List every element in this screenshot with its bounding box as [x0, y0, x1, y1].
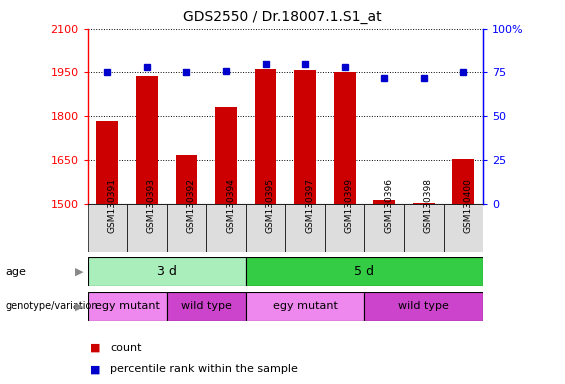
Bar: [364, 292, 483, 321]
Text: 3 d: 3 d: [157, 265, 177, 278]
Bar: [167, 204, 206, 252]
Text: GSM130399: GSM130399: [345, 179, 354, 233]
Text: GSM130396: GSM130396: [384, 179, 393, 233]
Text: ▶: ▶: [75, 301, 84, 311]
Bar: [373, 200, 395, 204]
Text: GSM130391: GSM130391: [107, 179, 116, 233]
Text: count: count: [110, 343, 142, 353]
Text: egy mutant: egy mutant: [273, 301, 337, 311]
Text: genotype/variation: genotype/variation: [6, 301, 98, 311]
Text: GDS2550 / Dr.18007.1.S1_at: GDS2550 / Dr.18007.1.S1_at: [183, 10, 382, 23]
Text: GSM130392: GSM130392: [186, 179, 195, 233]
Text: GSM130398: GSM130398: [424, 179, 433, 233]
Text: GSM130397: GSM130397: [305, 179, 314, 233]
Bar: [285, 204, 325, 252]
Bar: [88, 257, 246, 286]
Bar: [215, 107, 237, 204]
Bar: [246, 257, 483, 286]
Text: ■: ■: [90, 364, 101, 374]
Text: ▶: ▶: [75, 266, 84, 277]
Text: ■: ■: [90, 343, 101, 353]
Bar: [364, 204, 404, 252]
Bar: [404, 204, 444, 252]
Bar: [255, 69, 276, 204]
Bar: [334, 72, 355, 204]
Bar: [88, 292, 167, 321]
Text: 5 d: 5 d: [354, 265, 375, 278]
Text: GSM130395: GSM130395: [266, 179, 275, 233]
Text: egy mutant: egy mutant: [95, 301, 159, 311]
Text: wild type: wild type: [181, 301, 232, 311]
Text: GSM130400: GSM130400: [463, 179, 472, 233]
Bar: [136, 76, 158, 204]
Bar: [246, 292, 364, 321]
Bar: [127, 204, 167, 252]
Text: wild type: wild type: [398, 301, 449, 311]
Bar: [167, 292, 246, 321]
Text: age: age: [6, 266, 27, 277]
Text: percentile rank within the sample: percentile rank within the sample: [110, 364, 298, 374]
Bar: [176, 155, 197, 204]
Bar: [294, 70, 316, 204]
Bar: [444, 204, 483, 252]
Bar: [246, 204, 285, 252]
Bar: [97, 121, 118, 204]
Bar: [88, 204, 127, 252]
Bar: [413, 203, 434, 204]
Text: GSM130393: GSM130393: [147, 179, 156, 233]
Text: GSM130394: GSM130394: [226, 179, 235, 233]
Bar: [206, 204, 246, 252]
Bar: [453, 159, 474, 204]
Bar: [325, 204, 364, 252]
